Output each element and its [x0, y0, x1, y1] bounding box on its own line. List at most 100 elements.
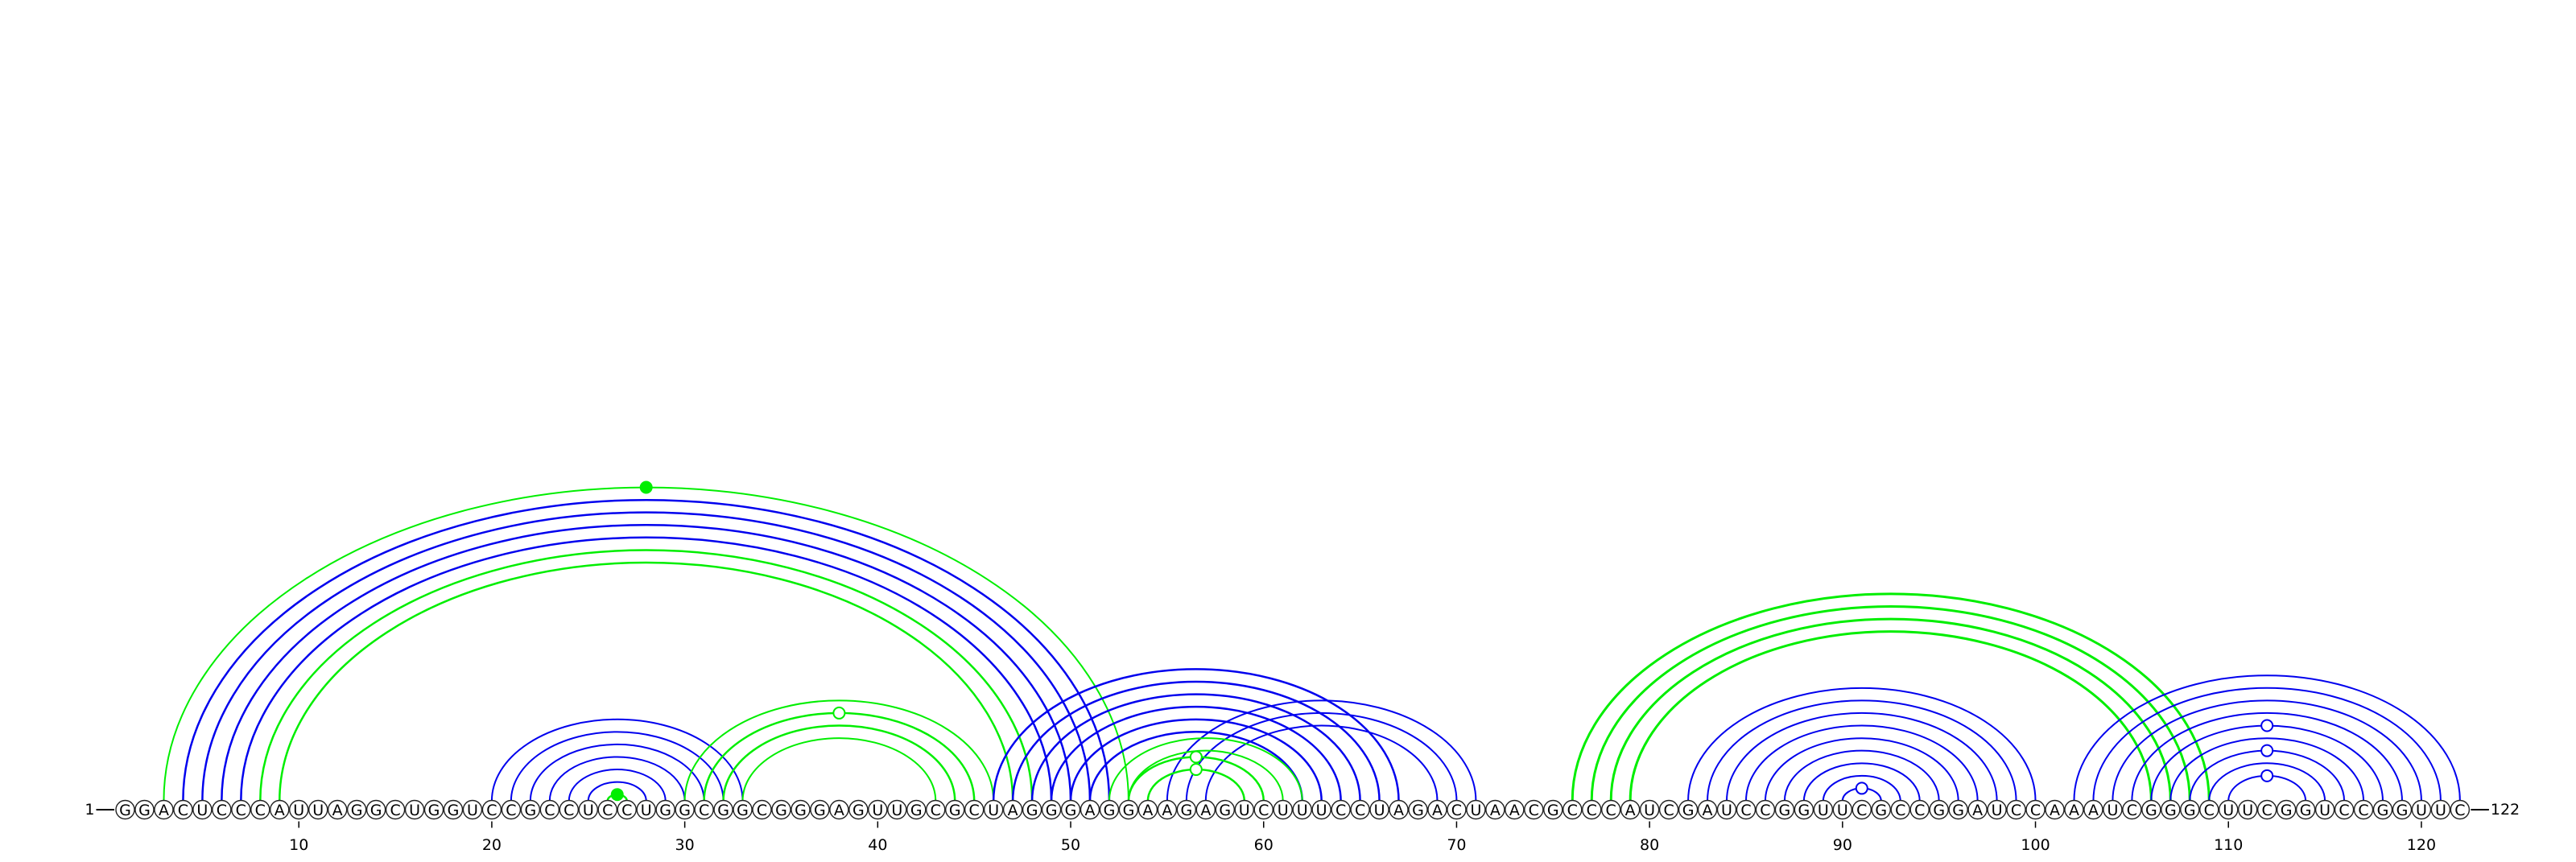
- nucleotide-letter: C: [602, 802, 613, 819]
- nucleotide-letter: G: [2396, 802, 2409, 819]
- base-pair-arcs: [163, 486, 2461, 802]
- nucleotide-letter: G: [351, 802, 363, 819]
- nucleotide-letter: C: [2262, 802, 2273, 819]
- blue-pair-arc-57-69: [1204, 724, 1439, 802]
- nucleotide-circle: [1871, 799, 1891, 820]
- nucleotide-circle: [365, 799, 386, 820]
- nucleotide-circle: [1524, 799, 1544, 820]
- nucleotide-circle: [578, 799, 598, 820]
- blue-pair-arc-49-64: [1050, 705, 1342, 802]
- nucleotide-circle: [423, 799, 444, 820]
- axis-tick-label: 80: [1640, 836, 1659, 854]
- nucleotide-letter: G: [1180, 802, 1192, 819]
- nucleotide-letter: G: [1026, 802, 1038, 819]
- nucleotide-circle: [2122, 799, 2142, 820]
- nucleotide-letter: A: [1703, 802, 1713, 819]
- nucleotide-letter: G: [1682, 802, 1695, 819]
- nucleotide-letter: G: [370, 802, 382, 819]
- nucleotide-circle: [1736, 799, 1757, 820]
- nucleotide-circle: [1176, 799, 1197, 820]
- nucleotide-letter: G: [448, 802, 460, 819]
- nucleotide-circle: [829, 799, 849, 820]
- axis-tick-label: 40: [868, 836, 887, 854]
- nucleotide-letter: U: [891, 802, 902, 819]
- nucleotide-circle: [2045, 799, 2065, 820]
- nucleotide-letter: C: [1258, 802, 1269, 819]
- blue-apex-marker: [1855, 782, 1868, 795]
- blue-pair-arc-103-121: [2092, 687, 2442, 802]
- nucleotide-circle: [675, 799, 695, 820]
- nucleotide-circle: [887, 799, 907, 820]
- nucleotide-letter: G: [2165, 802, 2177, 819]
- nucleotide-circle: [1292, 799, 1312, 820]
- blue-pair-arc-55-71: [1166, 699, 1477, 802]
- nucleotide-circle: [1890, 799, 1910, 820]
- blue-pair-arc-88-94: [1802, 762, 1921, 802]
- nucleotide-circle: [1852, 799, 1872, 820]
- green-pair-arc-3-53: [163, 486, 1129, 802]
- nucleotide-letter: C: [2127, 802, 2137, 819]
- nucleotide-letter: G: [1219, 802, 1231, 819]
- nucleotide-letter: U: [1721, 802, 1732, 819]
- nucleotide-letter: G: [2281, 802, 2293, 819]
- nucleotide-circle: [2064, 799, 2084, 820]
- nucleotide-letter: U: [2319, 802, 2330, 819]
- nucleotide-circle: [1505, 799, 1525, 820]
- nucleotide-circle: [327, 799, 348, 820]
- nucleotide-letter: G: [717, 802, 729, 819]
- nucleotide-circle: [192, 799, 213, 820]
- nucleotide-letter: G: [1412, 802, 1424, 819]
- blue-pair-arc-20-33: [490, 718, 744, 802]
- blue-pair-arc-23-30: [548, 756, 686, 802]
- nucleotide-circle: [1195, 799, 1216, 820]
- nucleotide-letter: G: [1798, 802, 1810, 819]
- nucleotide-letter: U: [293, 802, 304, 819]
- nucleotide-letter: A: [834, 802, 844, 819]
- blue-pair-arc-85-97: [1744, 724, 1979, 802]
- nucleotide-letter: G: [2300, 802, 2312, 819]
- nucleotide-letter: C: [217, 802, 227, 819]
- nucleotide-letter: U: [2435, 802, 2446, 819]
- blue-pair-arc-5-51: [201, 511, 1092, 802]
- green-apex-marker: [639, 480, 653, 494]
- nucleotide-letter: C: [1567, 802, 1578, 819]
- nucleotide-letter: A: [1085, 802, 1096, 819]
- nucleotide-circle: [752, 799, 772, 820]
- nucleotide-letter: A: [2050, 802, 2060, 819]
- nucleotide-letter: A: [1142, 802, 1153, 819]
- nucleotide-letter: C: [1355, 802, 1365, 819]
- nucleotide-letter: A: [1972, 802, 1983, 819]
- nucleotide-circle: [2353, 799, 2374, 820]
- nucleotide-circle: [733, 799, 753, 820]
- blue-pair-arc-84-98: [1726, 711, 1998, 802]
- nucleotide-letter: G: [2145, 802, 2157, 819]
- nucleotide-circle: [1002, 799, 1023, 820]
- nucleotide-letter: G: [1065, 802, 1077, 819]
- nucleotide-letter: C: [2454, 802, 2465, 819]
- axis-tick-label: 100: [2021, 836, 2050, 854]
- nucleotide-circle: [906, 799, 927, 820]
- green-pair-arc-52-62: [1108, 737, 1303, 802]
- nucleotide-letter: U: [1992, 802, 2003, 819]
- nucleotide-letter: C: [1895, 802, 1905, 819]
- nucleotide-circle: [231, 799, 251, 820]
- nucleotide-circle: [2256, 799, 2277, 820]
- blue-pair-arc-105-119: [2131, 711, 2403, 802]
- nucleotide-letter: G: [138, 802, 151, 819]
- nucleotide-circle: [462, 799, 483, 820]
- nucleotide-circle: [404, 799, 425, 820]
- nucleotide-circle: [2392, 799, 2413, 820]
- nucleotide-circle: [2180, 799, 2200, 820]
- nucleotide-letter: C: [236, 802, 246, 819]
- nucleotide-circle: [212, 799, 232, 820]
- nucleotide-circle: [1543, 799, 1563, 820]
- nucleotide-letter: U: [872, 802, 883, 819]
- nucleotide-letter: C: [390, 802, 400, 819]
- nucleotide-circle: [2025, 799, 2046, 820]
- nucleotide-letter: A: [1509, 802, 1520, 819]
- axis-tick-label: 70: [1447, 836, 1466, 854]
- nucleotide-letter: C: [2358, 802, 2368, 819]
- nucleotide-circle: [1563, 799, 1583, 820]
